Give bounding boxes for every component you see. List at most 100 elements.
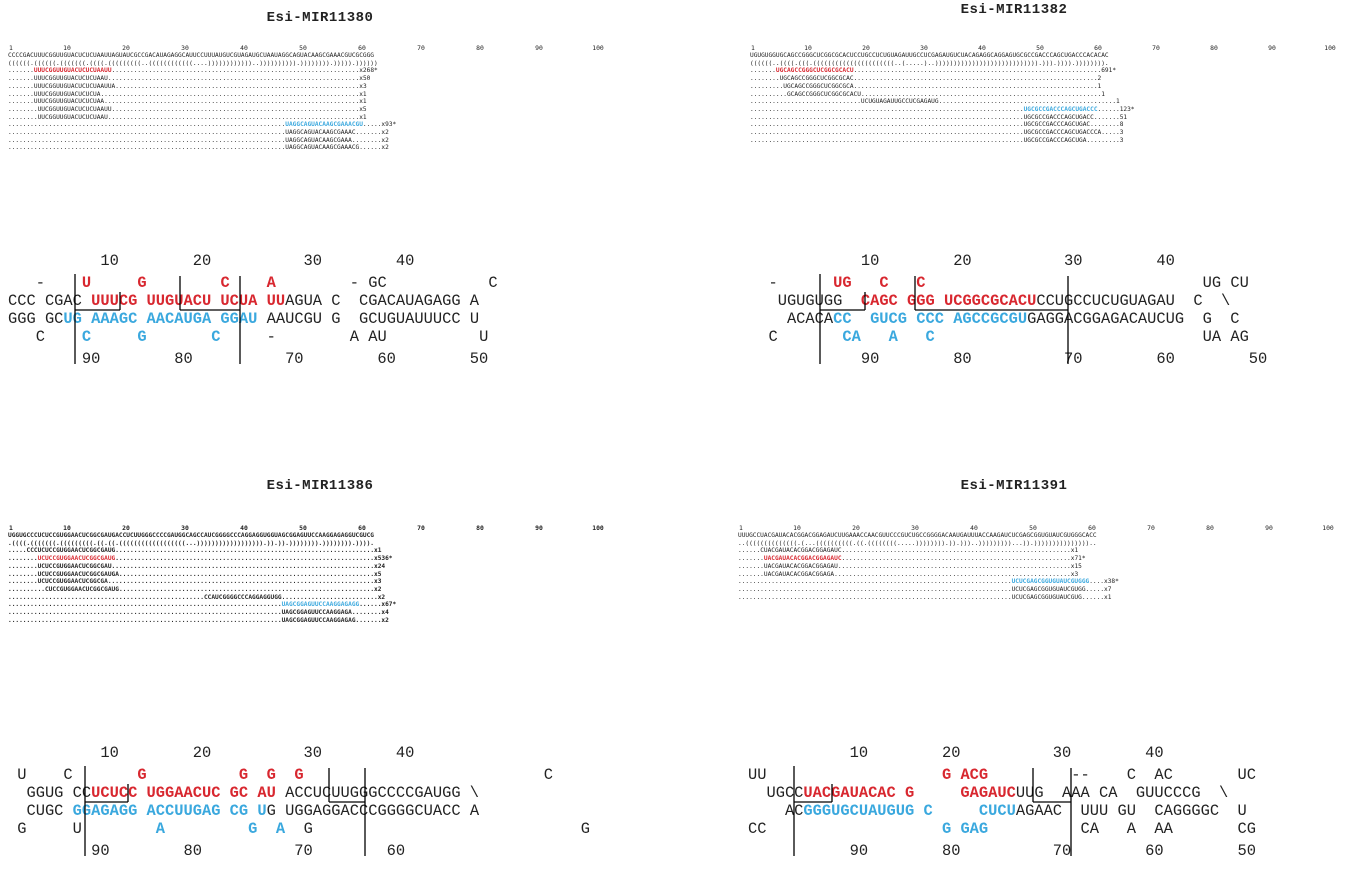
read-count: x1	[1104, 593, 1112, 601]
read-sequence: UCUCGAGCGGUGUAUCGUGG	[1011, 585, 1086, 593]
read-count: x268*	[359, 67, 378, 75]
read-alignment: 1 10 20 30 40 50 60 70 80 90 100 UGUGUGGUGCAGCCGGGC…	[750, 44, 1340, 144]
read-count: x71*	[1070, 555, 1086, 563]
mature-mirna-segment: G	[137, 766, 147, 784]
hairpin-line-2: GGUG CCUCUCC UGGAACUC GC AU ACCUCUUGGGCC…	[8, 784, 479, 802]
precursor-sequence: UGGUGCCCUCUCCGUGGAACUCGGCGAUGACCUCUUGGGC…	[8, 532, 375, 539]
mature-mirna-segment: UACGAUACAC G GAGAUC	[803, 784, 1016, 802]
read-sequence: UUUCGGUUGUACUCUCUAA	[33, 98, 105, 106]
read-suffix: .......	[1093, 113, 1120, 121]
read-count: x2	[377, 593, 386, 601]
read-prefix: ........	[8, 578, 38, 586]
star-mirna-segment: GGAGAGG ACCUUGAG CG U	[72, 802, 267, 820]
read-sequence: UCUCGAGCGGUGUAUCGUGGG	[1011, 578, 1090, 586]
read-sequence: UAGGCAGUACAAGCGAAA	[285, 136, 352, 144]
precursor-sequence: UUUGCCUACGAUACACGGACGGAGAUCUUGAAACCAACGU…	[738, 532, 1097, 539]
read-prefix: ........	[8, 113, 38, 121]
read-alignment: 1 10 20 30 40 50 60 70 80 90 100 UUUGCCUACGAUACACGG…	[738, 524, 1338, 601]
read-prefix: ........	[8, 562, 38, 570]
ruler-tick: 90	[535, 524, 543, 532]
hairpin-line-1: - UG C C UG CU	[750, 274, 1248, 292]
read-prefix: ........................................…	[8, 136, 286, 144]
hairpin-line-4: G U A G A G G	[8, 820, 590, 838]
read-row: .......UGCAGCCGGGCUCGGCGCACU............…	[750, 67, 1340, 75]
loop-segment: U C	[8, 766, 138, 784]
read-prefix: .......	[8, 90, 34, 98]
read-row: .......UACGAUACACGGACGGAGA..............…	[738, 571, 1338, 579]
loop-segment: GGUG CC	[8, 784, 92, 802]
mature-mirna-segment: G	[137, 274, 147, 292]
read-prefix: .......	[8, 82, 34, 90]
read-count: 2	[1097, 75, 1102, 83]
read-count: x5	[374, 570, 382, 578]
read-suffix: ........	[1090, 121, 1120, 129]
read-row: ........................................…	[750, 137, 1340, 145]
read-suffix: ........................................…	[100, 90, 360, 98]
position-numbers-top: 10 20 30 40	[748, 744, 1164, 762]
panel-esi-mir11391: Esi-MIR11391 1 10 20 30 40 50 60 70 80 90 100 UUUGC…	[680, 440, 1348, 875]
ruler-tick: 70	[417, 44, 425, 52]
position-ruler: 1 10 20 30 40 50 60 70 80 90 100	[750, 44, 1340, 52]
read-row: .......UACGAUACACGGACGGAGAU.............…	[738, 563, 1338, 571]
read-suffix: ........................................…	[111, 105, 360, 113]
ruler-tick: 10	[63, 524, 71, 532]
read-count: 51	[1119, 113, 1128, 121]
ruler-tick: 1	[9, 44, 13, 52]
read-prefix: ........................................…	[8, 129, 286, 137]
ruler-tick: 60	[1088, 524, 1096, 532]
read-sequence: UAGGCAGUACAAGCGAAACG	[285, 144, 360, 152]
ruler-tick: 90	[535, 44, 543, 52]
read-row: ........UCUCCGUGGAACUCGGCGAUGA..........…	[8, 571, 608, 579]
read-sequence: CUACGAUACACGGACGGAGAUC	[760, 547, 842, 555]
ruler-tick: 100	[1322, 524, 1334, 532]
read-sequence: CCAUCGGGGCCCAGGAGGUGG	[203, 593, 282, 601]
read-suffix: ........................................…	[853, 82, 1098, 90]
read-prefix: ........................................…	[8, 121, 286, 129]
read-alignment: 1 10 20 30 40 50 60 70 80 90 100 UGGUGCCCUCUCCGUGGA…	[8, 524, 608, 624]
ruler-tick: 70	[1152, 44, 1160, 52]
read-count: x1	[359, 98, 367, 106]
star-mirna-segment: A	[275, 820, 286, 838]
read-suffix: ........................................…	[853, 67, 1102, 75]
read-count: x3	[374, 578, 382, 586]
read-suffix: .....	[1101, 129, 1120, 137]
read-row: ........UCUCCGUGGAACUCGGCGAUG...........…	[8, 555, 608, 563]
hairpin-line-2: CCC CGAC UUUCG UUGUACU UCUA UUAGUA C CGA…	[8, 292, 479, 310]
read-suffix: ........	[351, 136, 382, 144]
ruler-tick: 50	[299, 44, 307, 52]
read-row: .......UUUCGGUUGUACUCUCUAAUUA...........…	[8, 83, 608, 91]
position-numbers-bottom: 90 80 70 60 50	[8, 350, 489, 368]
read-count: x1	[359, 90, 367, 98]
hairpin-line-3: ACGGGUGCUAUGUG C CUCUAGAAC UUU GU CAGGGG…	[748, 802, 1247, 820]
loop-segment: C	[303, 766, 554, 784]
read-sequence: UGCAGCCGGGCUCGGCGCACU	[775, 67, 854, 75]
loop-segment: UU	[748, 766, 942, 784]
read-prefix: ........	[8, 570, 38, 578]
read-count: x3	[359, 82, 367, 90]
ruler-tick: 60	[358, 524, 366, 532]
read-sequence: UUCGGUUGUACUCUCUAAUU	[37, 105, 112, 113]
read-suffix: ......	[1081, 593, 1105, 601]
ruler-tick: 20	[862, 44, 870, 52]
read-suffix: ......	[359, 144, 382, 152]
panel-title: Esi-MIR11386	[266, 478, 374, 494]
read-sequence: UCUCCGUGGAACUCGGCGAUGA	[37, 570, 119, 578]
ruler-tick: 90	[1265, 524, 1273, 532]
read-sequence: GCAGCCGGGCUCGGCGCACU	[786, 90, 861, 98]
read-row: ......CUACGAUACACGGACGGAGAUC............…	[738, 547, 1338, 555]
panel-title: Esi-MIR11382	[960, 2, 1068, 18]
read-sequence: UGCAGCCGGGCUCGGCGCAC	[779, 75, 854, 83]
read-count: x15	[1070, 562, 1082, 570]
mature-mirna-segment: CAGC GGG UCGGCGCACU	[860, 292, 1037, 310]
duplex-bracket	[819, 274, 1069, 364]
star-mirna-segment: CA	[842, 328, 861, 346]
loop-segment: -- C AC UC	[988, 766, 1256, 784]
loop-segment: G U	[8, 820, 156, 838]
read-sequence: UCUCCGUGGAACUCGGCGAU	[37, 562, 112, 570]
loop-segment: CUGC	[8, 802, 73, 820]
loop-segment: - A AU U	[220, 328, 489, 346]
hairpin-line-2: UGCCUACGAUACAC G GAGAUCUUG AAA CA GUUCCC…	[748, 784, 1228, 802]
read-row: ........UCUCCGUGGAACUCGGCGA.............…	[8, 578, 608, 586]
read-suffix: ..........................	[281, 593, 378, 601]
read-sequence: UCUCCGUGGAACUCGGCGAUG	[37, 555, 116, 563]
